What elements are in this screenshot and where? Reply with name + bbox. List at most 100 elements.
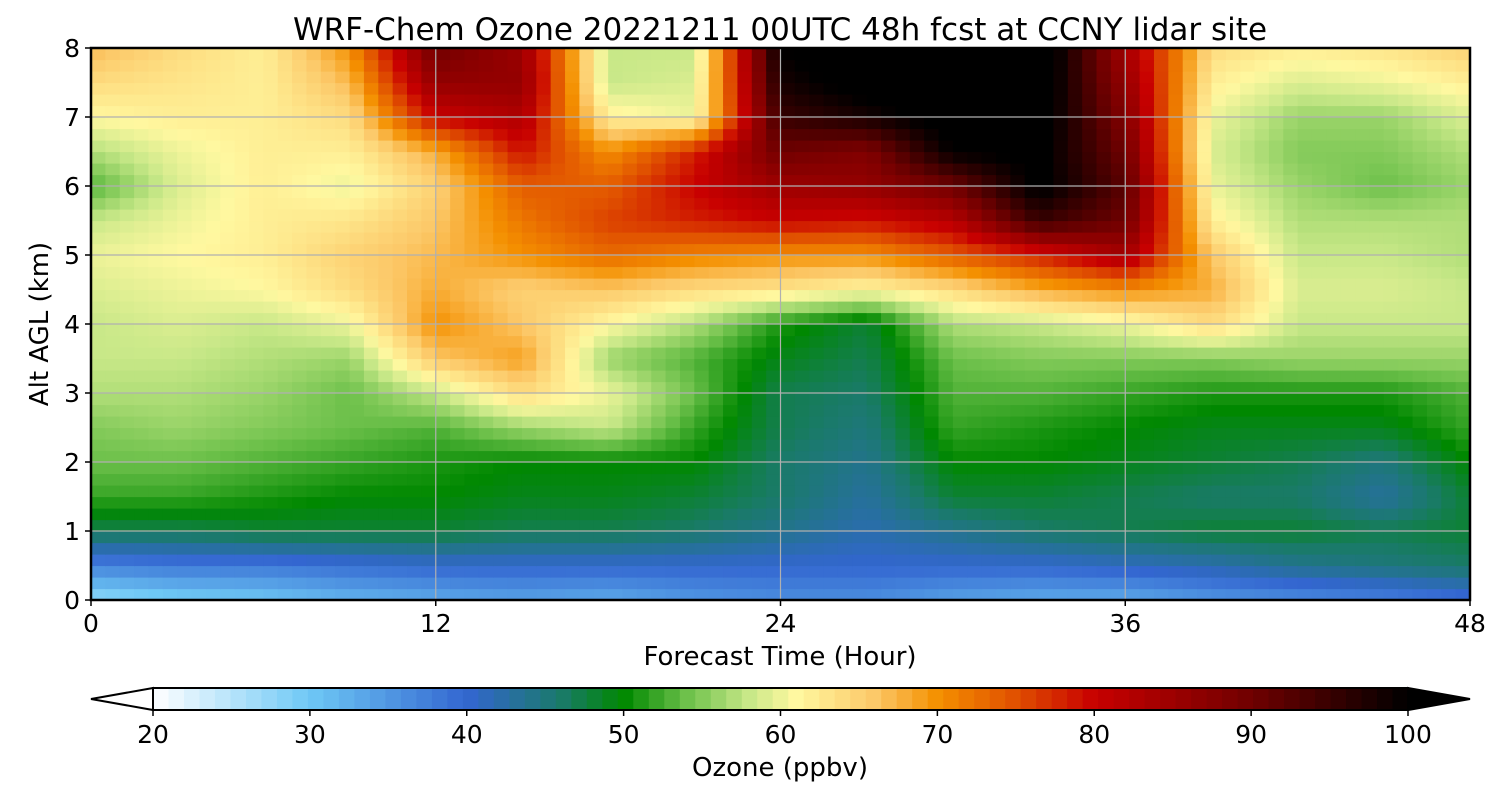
heatmap-cell [1082, 71, 1098, 84]
heatmap-cell [292, 128, 308, 141]
y-axis-label: Alt AGL (km) [25, 242, 55, 406]
heatmap-cell [780, 473, 796, 486]
heatmap-cell [780, 577, 796, 590]
heatmap-cell [1340, 542, 1356, 555]
heatmap-cell [407, 370, 422, 383]
heatmap-cell [593, 485, 609, 498]
heatmap-cell [306, 427, 322, 440]
heatmap-cell [1441, 508, 1457, 521]
heatmap-cell [277, 393, 293, 406]
heatmap-cell [105, 59, 121, 72]
heatmap-cell [1383, 324, 1399, 337]
heatmap-cell [220, 289, 236, 302]
heatmap-cell [363, 278, 379, 291]
heatmap-cell [1254, 427, 1270, 440]
heatmap-cell [981, 301, 997, 314]
heatmap-cell [464, 554, 480, 567]
heatmap-cell [1182, 358, 1198, 371]
heatmap-cell [220, 209, 236, 222]
heatmap-cell [435, 588, 451, 601]
heatmap-cell [924, 370, 940, 383]
heatmap-cell [91, 232, 106, 245]
heatmap-cell [1240, 588, 1256, 601]
heatmap-cell [435, 508, 451, 521]
heatmap-cell [651, 427, 667, 440]
heatmap-cell [852, 301, 868, 314]
heatmap-cell [435, 151, 451, 164]
heatmap-cell [521, 531, 537, 544]
heatmap-cell [1383, 439, 1399, 452]
heatmap-cell [249, 473, 264, 486]
heatmap-cell [1168, 71, 1184, 84]
heatmap-cell [924, 71, 940, 84]
heatmap-cell [1225, 94, 1241, 107]
heatmap-cell [550, 48, 566, 61]
heatmap-cell [363, 197, 379, 210]
heatmap-cell [938, 347, 954, 360]
heatmap-cell [1254, 496, 1270, 509]
heatmap-cell [766, 358, 782, 371]
heatmap-cell [708, 542, 724, 555]
heatmap-cell [967, 209, 983, 222]
heatmap-cell [277, 209, 293, 222]
heatmap-cell [665, 577, 681, 590]
heatmap-cell [335, 209, 351, 222]
heatmap-cell [924, 347, 940, 360]
heatmap-cell [909, 197, 925, 210]
heatmap-cell [636, 243, 652, 256]
heatmap-cell [335, 358, 351, 371]
heatmap-cell [1268, 278, 1284, 291]
heatmap-cell [320, 301, 336, 314]
heatmap-cell [191, 462, 207, 475]
heatmap-cell [335, 496, 351, 509]
heatmap-cell [1326, 255, 1342, 268]
heatmap-cell [766, 416, 782, 429]
heatmap-cell [636, 255, 652, 268]
heatmap-cell [392, 232, 408, 245]
heatmap-cell [493, 542, 509, 555]
heatmap-cell [550, 82, 566, 95]
heatmap-cell [1139, 312, 1155, 325]
heatmap-cell [881, 565, 897, 578]
heatmap-cell [1182, 82, 1198, 95]
heatmap-cell [1039, 140, 1055, 153]
heatmap-cell [622, 312, 638, 325]
heatmap-cell [751, 347, 767, 360]
heatmap-cell [1139, 117, 1155, 130]
heatmap-cell [263, 462, 279, 475]
heatmap-cell [507, 485, 523, 498]
heatmap-cell [521, 266, 537, 279]
heatmap-cell [320, 94, 336, 107]
heatmap-cell [1010, 531, 1026, 544]
heatmap-cell [708, 427, 724, 440]
heatmap-cell [1240, 197, 1256, 210]
heatmap-cell [1139, 59, 1155, 72]
heatmap-cell [363, 209, 379, 222]
heatmap-cell [335, 266, 351, 279]
heatmap-cell [1153, 105, 1169, 118]
heatmap-cell [205, 473, 221, 486]
heatmap-cell [737, 71, 753, 84]
heatmap-cell [909, 508, 925, 521]
heatmap-cell [938, 439, 954, 452]
heatmap-cell [694, 324, 710, 337]
heatmap-cell [593, 220, 609, 233]
heatmap-cell [306, 174, 322, 187]
heatmap-cell [1182, 220, 1198, 233]
heatmap-cell [1168, 588, 1184, 601]
heatmap-cell [967, 404, 983, 417]
heatmap-cell [909, 370, 925, 383]
heatmap-cell [205, 370, 221, 383]
heatmap-cell [1426, 508, 1442, 521]
heatmap-cell [1182, 427, 1198, 440]
heatmap-cell [751, 404, 767, 417]
heatmap-cell [1268, 531, 1284, 544]
heatmap-cell [679, 450, 695, 463]
heatmap-cell [1010, 370, 1026, 383]
heatmap-cell [1125, 324, 1141, 337]
heatmap-cell [1039, 358, 1055, 371]
heatmap-cell [1340, 531, 1356, 544]
heatmap-cell [1197, 140, 1213, 153]
heatmap-cell [220, 565, 236, 578]
